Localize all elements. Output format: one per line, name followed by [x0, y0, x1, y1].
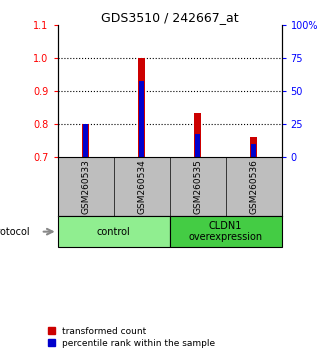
Bar — [82, 124, 89, 157]
Text: CLDN1
overexpression: CLDN1 overexpression — [188, 221, 263, 242]
Bar — [252, 144, 256, 157]
Text: GSM260535: GSM260535 — [193, 159, 202, 213]
Bar — [83, 124, 88, 157]
Text: GSM260533: GSM260533 — [81, 159, 90, 213]
Text: protocol: protocol — [0, 227, 30, 237]
Bar — [140, 81, 144, 157]
Text: GSM260536: GSM260536 — [249, 159, 258, 213]
Bar — [195, 134, 200, 157]
Bar — [58, 216, 170, 247]
Bar — [138, 58, 145, 157]
Text: control: control — [97, 227, 131, 237]
Bar — [194, 113, 201, 157]
Bar — [250, 137, 257, 157]
Bar — [170, 216, 282, 247]
Title: GDS3510 / 242667_at: GDS3510 / 242667_at — [101, 11, 238, 24]
Legend: transformed count, percentile rank within the sample: transformed count, percentile rank withi… — [46, 325, 217, 349]
Text: GSM260534: GSM260534 — [137, 159, 146, 213]
